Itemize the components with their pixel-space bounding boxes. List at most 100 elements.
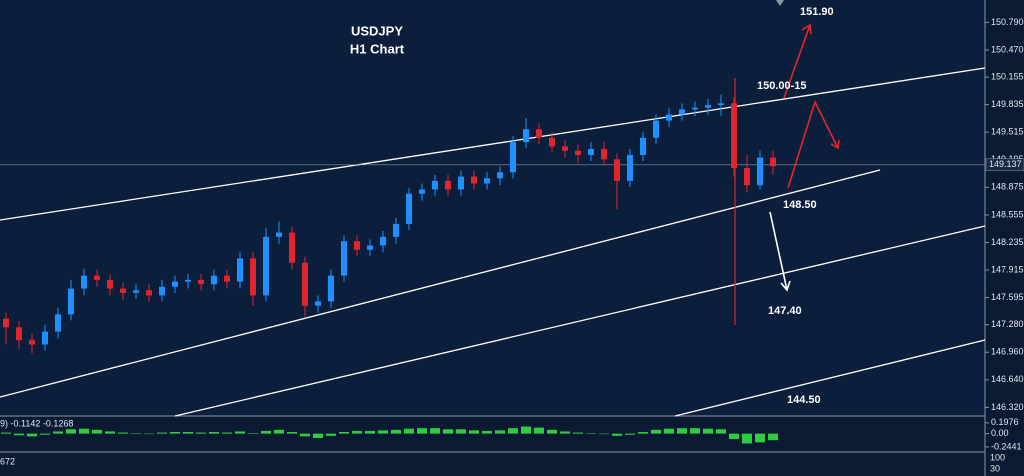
- macd-bar: [469, 430, 479, 434]
- macd-bar: [79, 428, 89, 434]
- macd-bar: [560, 431, 570, 434]
- candle-body: [588, 149, 594, 156]
- candle-body: [471, 176, 477, 184]
- macd-bar: [222, 432, 232, 434]
- macd-bar: [729, 433, 739, 440]
- macd-bar: [768, 433, 778, 441]
- macd-tick-label: 0.1976: [991, 417, 1019, 427]
- candle-body: [406, 193, 412, 224]
- macd-bar: [599, 433, 609, 435]
- arrow: [769, 211, 791, 292]
- candle-body: [627, 155, 633, 181]
- macd-bar: [53, 431, 63, 434]
- oscillator-tick: 100: [990, 452, 1005, 462]
- macd-bar: [482, 430, 492, 434]
- macd-bar: [430, 428, 440, 434]
- macd-bar: [677, 428, 687, 434]
- candle-body: [328, 275, 334, 302]
- y-tick-label: 148.235: [991, 237, 1024, 247]
- candle-body: [68, 288, 74, 315]
- macd-bar: [287, 432, 297, 434]
- candle-body: [640, 137, 646, 156]
- macd-bar: [144, 433, 154, 435]
- candle-body: [172, 281, 178, 287]
- y-tick-label: 146.640: [991, 374, 1024, 384]
- candle-body: [55, 314, 61, 332]
- candle-body: [185, 279, 191, 282]
- macd-bar: [313, 433, 323, 438]
- y-tick-label: 150.470: [991, 44, 1024, 54]
- macd-bar: [1, 432, 11, 434]
- candle-body: [29, 340, 35, 345]
- candle-body: [432, 180, 438, 190]
- candle-body: [367, 245, 373, 250]
- macd-bar: [651, 429, 661, 434]
- y-tick-label: 146.960: [991, 347, 1024, 357]
- macd-bar: [495, 430, 505, 434]
- macd-bar: [105, 431, 115, 434]
- chart-title: USDJPY: [351, 23, 403, 38]
- macd-bar: [573, 432, 583, 434]
- macd-bar: [209, 432, 219, 434]
- macd-bar: [456, 429, 466, 434]
- macd-bar: [183, 432, 193, 434]
- annotation: 150.00-15: [757, 80, 807, 92]
- macd-bar: [365, 430, 375, 434]
- macd-bar: [404, 428, 414, 434]
- candle-body: [614, 159, 620, 181]
- candle-body: [549, 137, 555, 147]
- macd-bar: [248, 433, 258, 434]
- macd-tick-label: -0.2441: [991, 441, 1022, 451]
- candle-body: [770, 157, 776, 167]
- candle-body: [666, 114, 672, 121]
- candle-body: [380, 236, 386, 246]
- macd-bar: [118, 432, 128, 434]
- candle-body: [94, 275, 100, 280]
- candle-body: [341, 241, 347, 276]
- macd-bar: [443, 429, 453, 434]
- candle-body: [133, 290, 139, 293]
- macd-bar: [378, 430, 388, 434]
- candle-body: [484, 178, 490, 184]
- macd-bar: [690, 428, 700, 434]
- trend-lines: [0, 67, 986, 417]
- macd-bar: [196, 432, 206, 434]
- candle-body: [718, 103, 724, 106]
- macd-bar: [755, 433, 765, 443]
- candle-body: [731, 103, 737, 168]
- macd-bar: [274, 429, 284, 434]
- candle-body: [315, 301, 321, 306]
- candle-body: [458, 176, 464, 190]
- macd-bar: [300, 433, 310, 437]
- macd-bar: [157, 432, 167, 434]
- candle-body: [523, 129, 529, 143]
- macd-bar: [326, 433, 336, 436]
- candle-body: [302, 262, 308, 306]
- candle-body: [445, 180, 451, 190]
- candle-body: [536, 129, 542, 138]
- y-tick-label: 149.835: [991, 99, 1024, 109]
- macd-bar: [66, 429, 76, 434]
- candle-body: [250, 258, 256, 296]
- annotation: 147.40: [768, 305, 802, 317]
- candle-body: [120, 288, 126, 293]
- candle-body: [146, 290, 152, 296]
- candle-body: [393, 223, 399, 237]
- candle-body: [354, 241, 360, 250]
- y-tick-label: 148.555: [991, 209, 1024, 219]
- candle-body: [3, 318, 9, 328]
- candle-body: [16, 327, 22, 341]
- macd-bar: [586, 433, 596, 434]
- macd-bar: [92, 429, 102, 434]
- macd-bar: [261, 430, 271, 434]
- macd-bar: [638, 432, 648, 434]
- macd-bar: [40, 433, 50, 435]
- candle-body: [562, 146, 568, 151]
- macd-bar: [131, 433, 141, 434]
- candle-body: [692, 107, 698, 110]
- macd-bar: [508, 428, 518, 434]
- candle-body: [211, 275, 217, 285]
- oscillator-tick: 30: [990, 463, 1000, 473]
- macd-label: 9) -0.1142 -0.1268: [0, 418, 73, 428]
- current-price-box: [985, 158, 1024, 172]
